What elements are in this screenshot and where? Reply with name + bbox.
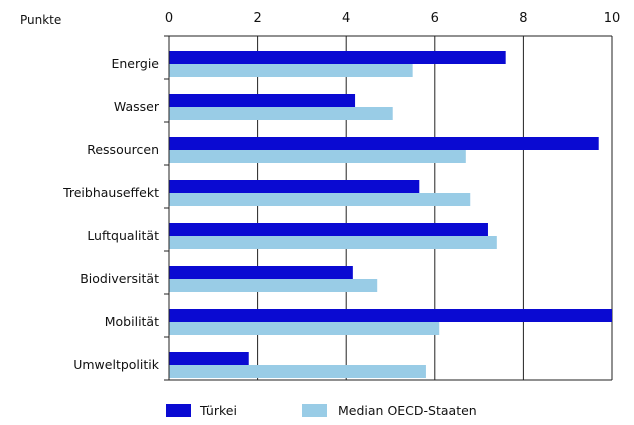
category-label-6: Mobilität bbox=[105, 314, 159, 329]
bar-median-0 bbox=[169, 64, 413, 77]
bar-median-1 bbox=[169, 107, 393, 120]
tick-label-2: 2 bbox=[253, 11, 261, 26]
axes bbox=[164, 35, 612, 381]
category-label-2: Ressourcen bbox=[87, 142, 159, 157]
category-label-3: Treibhauseffekt bbox=[62, 185, 159, 200]
bars bbox=[169, 51, 612, 378]
bar-tuerkei-4 bbox=[169, 223, 488, 236]
bar-tuerkei-2 bbox=[169, 137, 599, 150]
bar-tuerkei-5 bbox=[169, 266, 353, 279]
bar-median-2 bbox=[169, 150, 466, 163]
legend-swatch-1 bbox=[302, 404, 327, 417]
tick-label-0: 0 bbox=[165, 11, 173, 26]
tick-label-10: 10 bbox=[604, 11, 621, 26]
bar-median-3 bbox=[169, 193, 471, 206]
bar-tuerkei-7 bbox=[169, 352, 249, 365]
tick-label-8: 8 bbox=[519, 11, 527, 26]
bar-tuerkei-6 bbox=[169, 309, 612, 322]
tick-label-4: 4 bbox=[342, 11, 350, 26]
category-label-5: Biodiversität bbox=[80, 271, 159, 286]
bar-tuerkei-3 bbox=[169, 180, 420, 193]
bar-median-7 bbox=[169, 365, 426, 378]
tick-label-6: 6 bbox=[431, 11, 439, 26]
bar-tuerkei-0 bbox=[169, 51, 506, 64]
legend: Türkei Median OECD-Staaten bbox=[166, 403, 477, 418]
category-label-1: Wasser bbox=[114, 99, 160, 114]
bar-tuerkei-1 bbox=[169, 94, 356, 107]
legend-label-1: Median OECD-Staaten bbox=[338, 403, 477, 418]
category-label-0: Energie bbox=[111, 56, 159, 71]
tick-labels: 0 2 4 6 8 10 bbox=[165, 11, 620, 26]
bar-median-6 bbox=[169, 322, 440, 335]
bar-median-5 bbox=[169, 279, 378, 292]
unit-label: Punkte bbox=[20, 13, 61, 27]
category-label-7: Umweltpolitik bbox=[73, 357, 160, 372]
category-labels: Energie Wasser Ressourcen Treibhauseffekt Lu… bbox=[62, 56, 160, 372]
category-label-4: Luftqualität bbox=[87, 228, 159, 243]
bar-median-4 bbox=[169, 236, 497, 249]
legend-swatch-0 bbox=[166, 404, 191, 417]
legend-label-0: Türkei bbox=[199, 403, 237, 418]
